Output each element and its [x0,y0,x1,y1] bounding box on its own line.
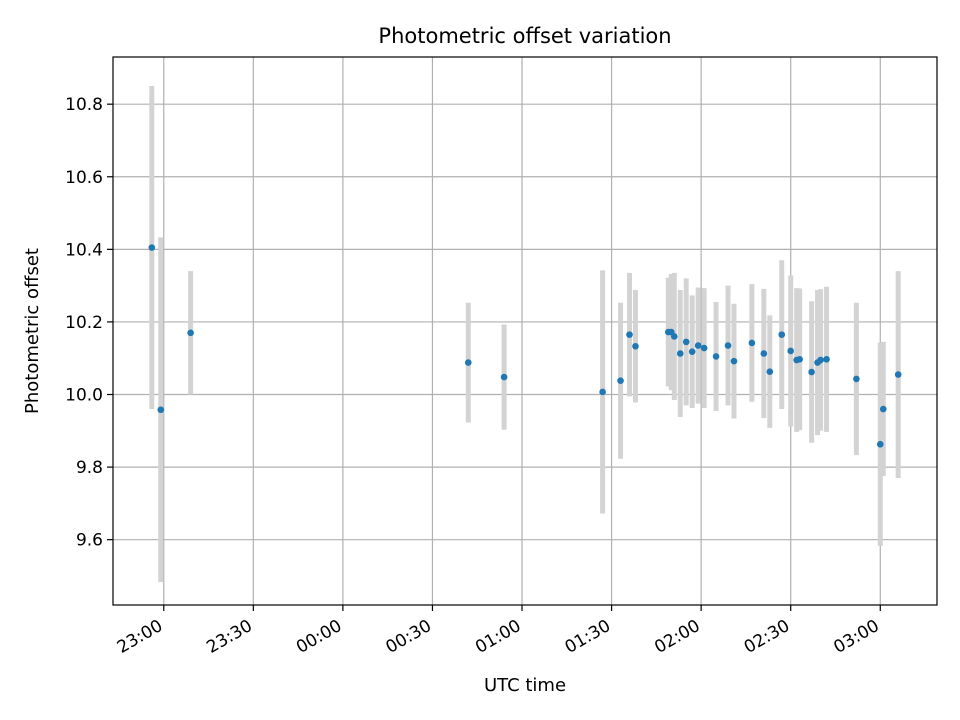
data-point [876,440,884,448]
data-point [676,350,684,357]
y-tick-label: 10.2 [65,313,103,333]
data-point [796,356,803,363]
data-point [778,331,786,338]
y-tick-label: 9.6 [76,531,103,551]
data-point [187,329,194,337]
plot-frame [112,56,938,606]
grid [113,57,937,605]
data-point [682,338,690,346]
data-point [157,406,165,414]
y-axis-title: Photometric offset [22,248,43,414]
y-tick-label: 10.4 [65,240,103,260]
data-point [748,339,756,347]
data-point [670,333,678,340]
data-point [823,356,830,363]
data-point [724,342,732,349]
data-point [694,342,702,349]
x-axis-title: UTC time [484,675,566,696]
chart-title: Photometric offset variation [378,24,671,48]
data-point [853,375,860,383]
data-point [599,388,606,396]
data-point [808,368,815,376]
data-point [688,348,696,355]
data-point [626,331,633,338]
y-axis-ticks: 9.6 9.8 10.0 10.2 10.4 10.6 10.8 [65,95,113,551]
data-point [617,377,624,385]
data-point [760,350,768,357]
data-points [148,244,902,448]
data-point [500,373,508,381]
data-point [464,359,472,366]
data-point [766,368,774,375]
data-point [712,353,720,360]
data-point [700,344,708,352]
data-point [148,244,156,251]
data-point [632,342,639,350]
data-point [894,371,902,378]
y-tick-label: 10.8 [65,95,103,115]
data-point [787,347,795,355]
data-point [817,356,824,364]
data-point [879,405,887,413]
y-tick-label: 9.8 [76,458,103,478]
y-tick-label: 10.0 [65,386,103,406]
y-tick-label: 10.6 [65,168,103,188]
data-point [730,357,738,365]
